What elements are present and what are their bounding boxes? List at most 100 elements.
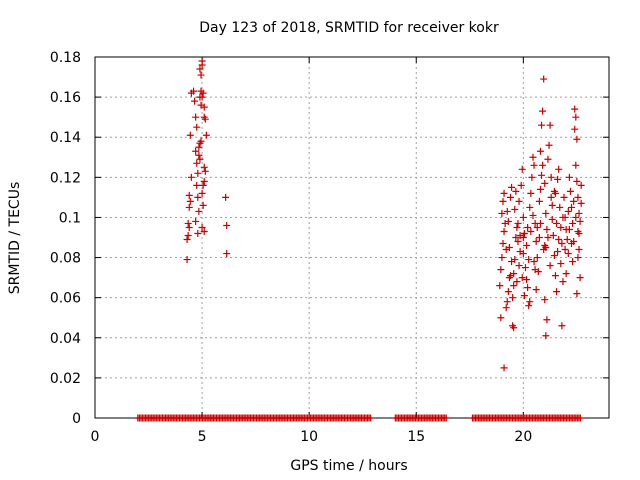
data-point xyxy=(577,199,585,207)
data-point xyxy=(498,209,506,217)
data-point xyxy=(523,242,531,250)
data-point xyxy=(185,203,193,211)
data-point xyxy=(565,225,573,233)
data-point xyxy=(546,121,554,129)
data-point xyxy=(541,242,549,250)
y-tick-label: 0.02 xyxy=(50,371,81,387)
data-point xyxy=(572,161,580,169)
data-point xyxy=(195,151,203,159)
data-point xyxy=(555,236,563,244)
data-point xyxy=(561,246,569,254)
data-point xyxy=(539,107,547,115)
data-point xyxy=(195,207,203,215)
data-point xyxy=(574,254,582,262)
data-point xyxy=(575,246,583,254)
data-point xyxy=(573,135,581,143)
axis-ticks: 0 0.02 0.04 0.06 0.08 0.1 0.12 0.14 0.16 0.18 0 5 10… xyxy=(50,50,609,445)
data-point xyxy=(200,177,208,185)
data-point xyxy=(529,153,537,161)
data-point xyxy=(575,209,583,217)
data-point xyxy=(497,314,505,322)
data-point xyxy=(573,177,581,185)
data-points xyxy=(134,57,585,422)
data-point xyxy=(511,205,519,213)
data-point xyxy=(574,193,582,201)
zero-point xyxy=(442,414,450,422)
data-point xyxy=(518,274,526,282)
data-point xyxy=(514,238,522,246)
x-tick-label: 5 xyxy=(198,429,207,445)
data-point xyxy=(517,181,525,189)
data-point xyxy=(510,282,518,290)
data-point xyxy=(194,193,202,201)
data-point xyxy=(199,181,207,189)
data-point xyxy=(508,258,516,266)
data-point xyxy=(530,258,538,266)
data-point xyxy=(520,229,528,237)
data-point xyxy=(536,185,544,193)
data-point xyxy=(548,201,556,209)
data-point xyxy=(577,181,585,189)
data-point xyxy=(223,250,231,258)
data-point xyxy=(523,276,531,284)
data-point xyxy=(503,207,511,215)
data-point xyxy=(527,189,535,197)
data-point xyxy=(515,262,523,270)
data-point xyxy=(572,113,580,121)
x-axis-label: GPS time / hours xyxy=(290,458,407,474)
data-point xyxy=(509,294,517,302)
data-point xyxy=(183,236,191,244)
data-point xyxy=(514,219,522,227)
y-tick-label: 0.18 xyxy=(50,50,81,66)
grid xyxy=(95,57,609,418)
data-point xyxy=(500,227,508,235)
data-point xyxy=(535,234,543,241)
data-point xyxy=(508,183,516,191)
data-point xyxy=(531,266,539,274)
data-point xyxy=(535,197,543,205)
data-point xyxy=(528,173,536,181)
data-point xyxy=(518,165,526,173)
data-point xyxy=(536,147,544,155)
data-point xyxy=(570,197,578,205)
data-point xyxy=(510,324,518,332)
data-point xyxy=(525,256,533,264)
data-point xyxy=(223,221,231,229)
data-point xyxy=(540,75,548,83)
data-point xyxy=(541,179,549,187)
x-tick-label: 15 xyxy=(407,429,425,445)
data-point xyxy=(500,364,508,372)
data-point xyxy=(530,161,538,169)
zero-point xyxy=(576,414,584,422)
data-point xyxy=(193,181,201,189)
y-tick-label: 0 xyxy=(72,411,81,427)
data-point xyxy=(571,105,579,113)
data-point xyxy=(548,215,556,223)
data-point xyxy=(564,207,572,215)
data-point xyxy=(186,197,194,205)
data-point xyxy=(576,274,584,282)
data-point xyxy=(551,272,559,280)
data-point xyxy=(195,143,203,151)
data-point xyxy=(538,171,546,179)
data-point xyxy=(550,187,558,195)
data-point xyxy=(498,254,506,262)
data-point xyxy=(497,266,505,274)
y-tick-label: 0.12 xyxy=(50,170,81,186)
data-point xyxy=(520,292,528,300)
data-point xyxy=(506,272,514,280)
data-point xyxy=(550,252,558,260)
data-point xyxy=(193,159,201,167)
data-point xyxy=(544,234,552,241)
data-point xyxy=(566,187,574,195)
x-tick-label: 10 xyxy=(300,429,318,445)
data-point xyxy=(196,65,204,73)
plot-frame xyxy=(94,56,610,419)
data-point xyxy=(557,260,565,268)
data-point xyxy=(192,113,200,121)
data-point xyxy=(198,93,206,101)
data-point xyxy=(527,227,535,235)
data-point xyxy=(540,246,548,254)
data-point xyxy=(513,223,521,231)
chart-title: Day 123 of 2018, SRMTID for receiver kok… xyxy=(199,20,499,36)
